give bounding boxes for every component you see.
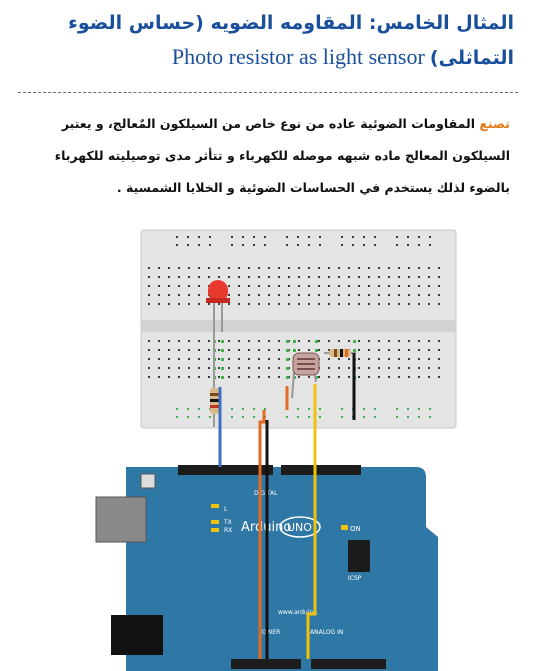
breadboard [140,229,457,429]
divider [18,92,518,93]
circuit-illustration: Arduino UNO ON DIGITAL ANALOG IN POWER I… [86,222,486,671]
resistor-icon [324,349,356,420]
resistor-icon [210,350,219,427]
page-heading: المثال الخامس: المقاومه الضويه (حساس الض… [20,6,514,75]
heading-english: Photo resistor as light sensor [171,44,425,69]
tx-label: TX [223,519,232,526]
on-label: ON [350,525,361,533]
url-label: www.arduino. [278,609,319,616]
heading-arabic: المثال الخامس: المقاومه الضويه (حساس الض… [68,12,514,69]
jumper-wires [218,384,317,659]
paragraph-keyword: تصنع [479,116,510,131]
body-paragraph: تصنع المقاومات الضوئية عاده من نوع خاص م… [20,108,510,204]
led-icon [206,280,230,350]
l-label: L [224,506,228,513]
paragraph-text: المقاومات الضوئية عاده من نوع خاص من الس… [54,116,510,195]
analog-label: ANALOG IN [310,629,343,636]
arduino-board: Arduino UNO ON DIGITAL ANALOG IN POWER I… [95,465,438,671]
power-label: POWER [258,629,280,636]
rx-label: RX [224,527,232,534]
icsp-label: ICSP [348,575,362,582]
uno-label: UNO [287,521,312,534]
photoresistor-icon [291,352,320,399]
